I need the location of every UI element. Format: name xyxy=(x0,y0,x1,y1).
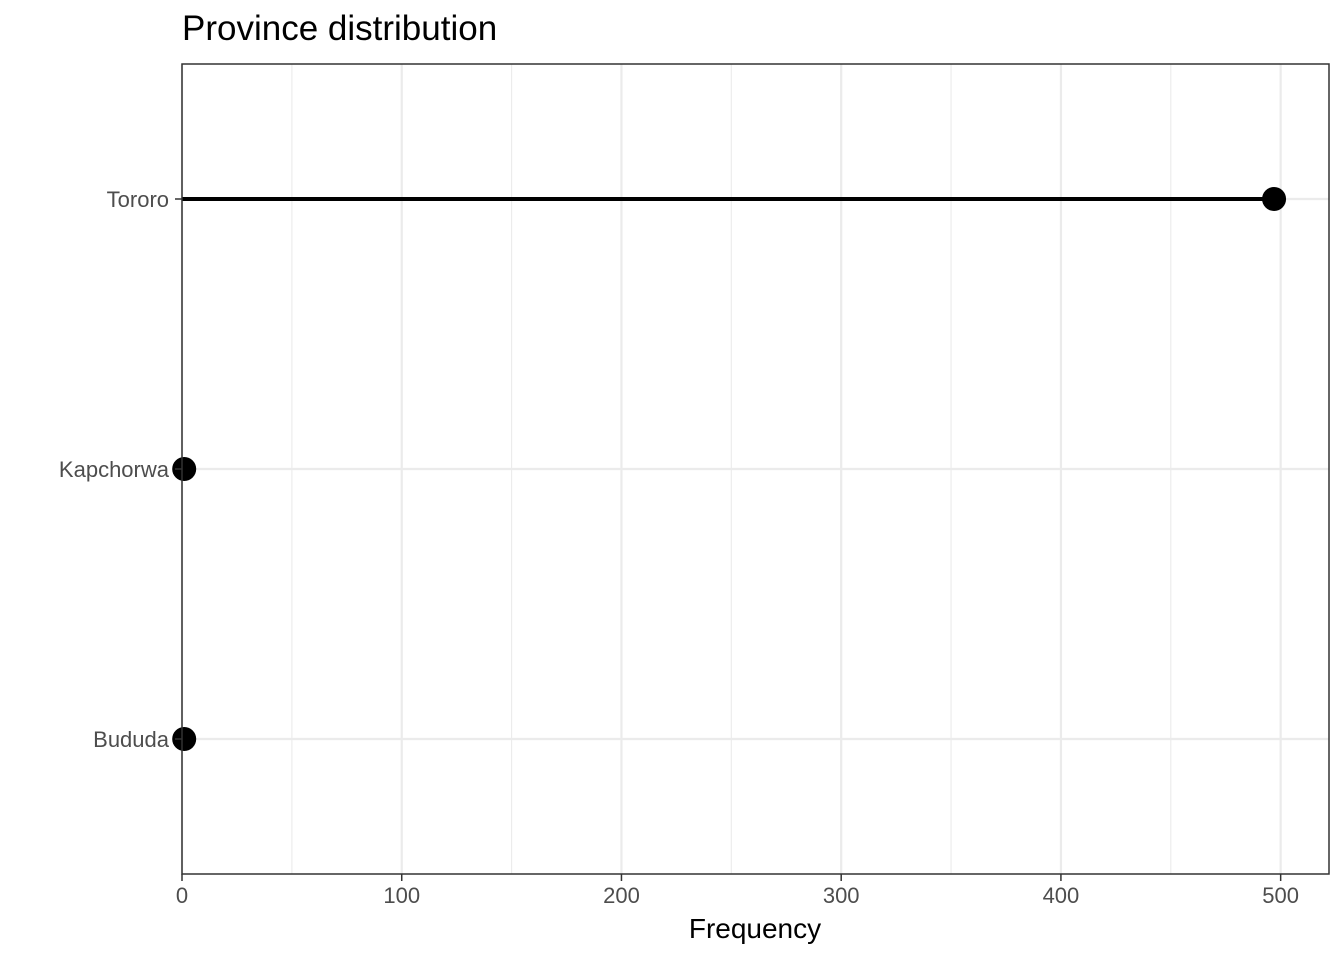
lollipop-point-tororo xyxy=(1262,187,1287,211)
x-tick-label: 100 xyxy=(383,883,420,908)
x-tick-label: 500 xyxy=(1262,883,1299,908)
x-tick-label: 300 xyxy=(823,883,860,908)
y-tick-label-tororo: Tororo xyxy=(107,187,169,212)
lollipop-points xyxy=(172,187,1287,751)
y-tick-label-bududa: Bududa xyxy=(93,727,170,752)
x-tick-label: 200 xyxy=(603,883,640,908)
lollipop-point-kapchorwa xyxy=(172,457,197,481)
y-axis-ticks: Bududa Kapchorwa Tororo xyxy=(59,187,182,752)
x-axis-label: Frequency xyxy=(689,913,821,944)
x-tick-label: 400 xyxy=(1043,883,1080,908)
lollipop-point-bududa xyxy=(172,727,197,751)
chart-title: Province distribution xyxy=(182,9,497,48)
x-tick-label: 0 xyxy=(176,883,188,908)
x-axis-ticks: 0 100 200 300 400 500 xyxy=(176,874,1299,908)
major-gridlines xyxy=(180,64,1329,874)
y-tick-label-kapchorwa: Kapchorwa xyxy=(59,457,170,482)
